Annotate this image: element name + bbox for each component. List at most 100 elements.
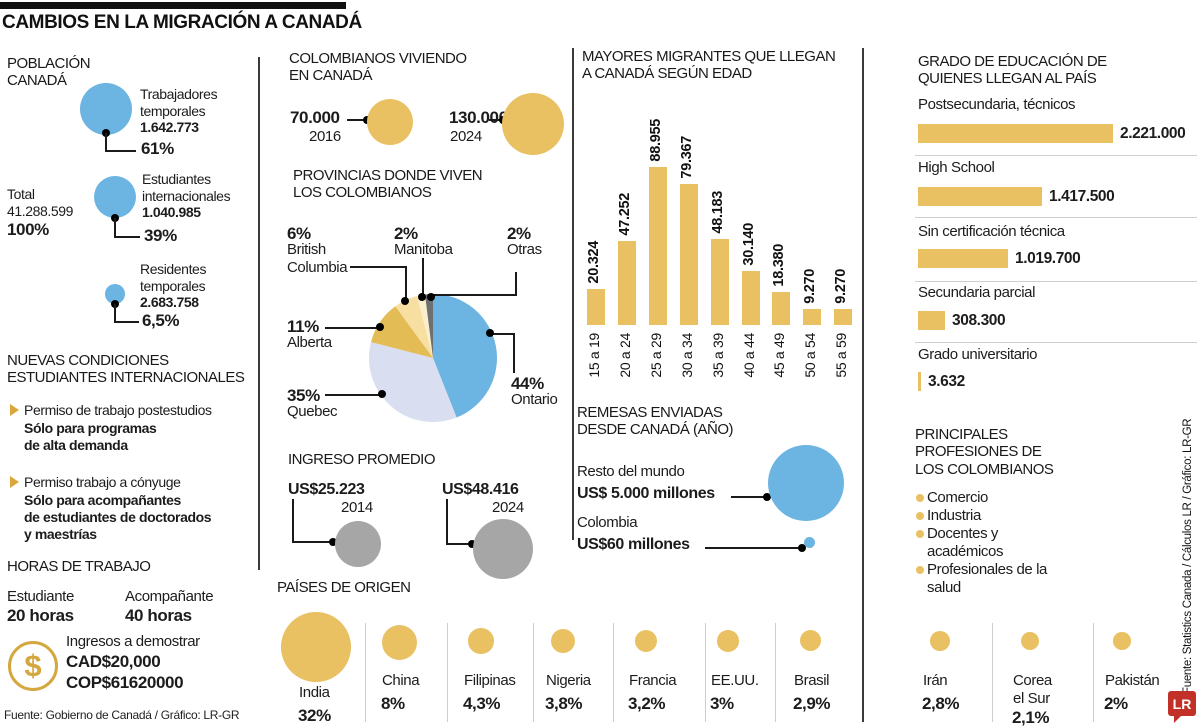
hours-item-value: 40 horas xyxy=(125,606,192,625)
country-divider xyxy=(613,623,614,722)
population-item-pct: 39% xyxy=(144,226,177,245)
ages-heading: MAYORES MIGRANTES QUE LLEGAN A CANADÁ SE… xyxy=(582,48,836,83)
country-divider xyxy=(365,623,366,722)
country-label: Irán xyxy=(923,672,948,689)
population-item-label: Residentes temporales xyxy=(140,261,207,295)
profession-bullet-icon xyxy=(916,494,924,502)
pie-slice-manitoba xyxy=(417,294,433,358)
age-bar-value: 18.380 xyxy=(771,244,787,287)
province-label: Otras xyxy=(507,241,542,258)
age-bar-category: 15 a 19 xyxy=(586,333,602,378)
age-bar-value: 9.270 xyxy=(833,269,849,304)
age-bar xyxy=(803,309,821,325)
lr-logo-text: LR xyxy=(1172,695,1192,712)
country-bubble xyxy=(280,611,351,682)
income-year: 2014 xyxy=(341,499,373,516)
profession-item: Comercio xyxy=(927,489,988,506)
age-bar-category: 35 a 39 xyxy=(710,333,726,378)
education-bar xyxy=(918,249,1008,268)
education-label: Secundaria parcial xyxy=(918,284,1036,301)
colombians-year: 2016 xyxy=(309,128,341,145)
connector-line xyxy=(325,327,380,329)
country-pct: 2,1% xyxy=(1012,708,1050,727)
province-pct: 11% xyxy=(287,317,319,336)
origin-heading: PAÍSES DE ORIGEN xyxy=(277,579,411,596)
age-bar xyxy=(587,289,605,325)
provinces-pie-chart xyxy=(369,294,497,422)
country-bubble xyxy=(800,630,822,652)
age-bar xyxy=(772,292,790,325)
pie-slice-ontario xyxy=(433,294,497,418)
connector-dot xyxy=(763,493,771,501)
education-value: 2.221.000 xyxy=(1120,125,1186,142)
remittance-label: Resto del mundo xyxy=(577,463,685,480)
hours-heading: HORAS DE TRABAJO xyxy=(7,558,151,575)
row-divider xyxy=(915,155,1197,156)
country-divider xyxy=(992,623,993,722)
column-divider-2 xyxy=(572,48,574,540)
country-label: Nigeria xyxy=(546,672,591,689)
age-bar-value: 48.183 xyxy=(710,191,726,234)
population-item-pct: 6,5% xyxy=(142,311,180,330)
country-label: Brasil xyxy=(794,672,830,689)
age-bar xyxy=(711,239,729,325)
connector-dot xyxy=(378,390,386,398)
country-label: Francia xyxy=(629,672,677,689)
age-bar-value: 88.955 xyxy=(648,119,664,162)
province-label: Ontario xyxy=(511,391,558,408)
connector-dot xyxy=(468,540,476,548)
pie-slice-quebec xyxy=(369,342,457,422)
conditions-heading: NUEVAS CONDICIONES ESTUDIANTES INTERNACI… xyxy=(7,352,245,387)
province-label: Manitoba xyxy=(394,241,453,258)
remittances-heading: REMESAS ENVIADAS DESDE CANADÁ (AÑO) xyxy=(577,404,734,439)
source-right: Fuente: Statistics Canada / Cálculos LR … xyxy=(1182,418,1194,694)
hours-item-label: Estudiante xyxy=(7,588,74,605)
connector-line xyxy=(292,541,332,543)
connector-line xyxy=(515,272,517,296)
population-total-pct: 100% xyxy=(7,220,49,239)
age-bar-category: 30 a 34 xyxy=(679,333,695,378)
country-label: China xyxy=(382,672,420,689)
population-heading: POBLACIÓN CANADÁ xyxy=(7,55,91,90)
condition-detail: Sólo para programas de alta demanda xyxy=(24,420,157,454)
connector-dot xyxy=(486,329,494,337)
province-pct: 35% xyxy=(287,386,320,405)
connector-line xyxy=(292,499,294,542)
row-divider xyxy=(915,281,1197,282)
country-bubble xyxy=(929,630,951,652)
colombians-value: 70.000 xyxy=(290,108,340,127)
country-bubble xyxy=(1021,632,1039,650)
income-bubble-2014 xyxy=(335,521,381,567)
province-pct: 2% xyxy=(394,224,418,243)
population-total-label: Total xyxy=(7,186,35,202)
education-value: 308.300 xyxy=(952,312,1006,329)
population-item-label: Estudiantes internacionales xyxy=(142,171,231,205)
age-bar xyxy=(680,184,698,325)
profession-bullet-icon xyxy=(916,530,924,538)
age-bar-category: 55 a 59 xyxy=(833,333,849,378)
age-bar xyxy=(649,167,667,325)
income-value: US$48.416 xyxy=(442,481,519,498)
age-bar-category: 50 a 54 xyxy=(802,333,818,378)
age-bar-category: 40 a 44 xyxy=(741,333,757,378)
provinces-heading: PROVINCIAS DONDE VIVEN LOS COLOMBIANOS xyxy=(293,167,483,202)
colombians-value: 130.000 xyxy=(449,108,508,127)
professions-heading: PRINCIPALES PROFESIONES DE LOS COLOMBIAN… xyxy=(915,426,1054,478)
country-pct: 3,2% xyxy=(628,694,666,713)
condition-title: Permiso de trabajo postestudios xyxy=(24,402,212,418)
education-heading: GRADO DE EDUCACIÓN DE QUIENES LLEGAN AL … xyxy=(918,53,1107,88)
column-divider-1 xyxy=(258,57,260,570)
country-pct: 2,8% xyxy=(922,694,960,713)
colombians-bubble-2024 xyxy=(502,93,564,155)
country-divider xyxy=(1093,623,1094,722)
age-bar-category: 20 a 24 xyxy=(617,333,633,378)
country-pct: 4,3% xyxy=(463,694,501,713)
province-label: Alberta xyxy=(287,334,332,351)
age-bar xyxy=(618,241,636,325)
country-divider xyxy=(705,623,706,722)
province-label: Quebec xyxy=(287,403,338,420)
province-pct: 6% xyxy=(287,224,311,243)
population-bubble-residentes xyxy=(105,284,125,304)
age-bar-category: 25 a 29 xyxy=(648,333,664,378)
